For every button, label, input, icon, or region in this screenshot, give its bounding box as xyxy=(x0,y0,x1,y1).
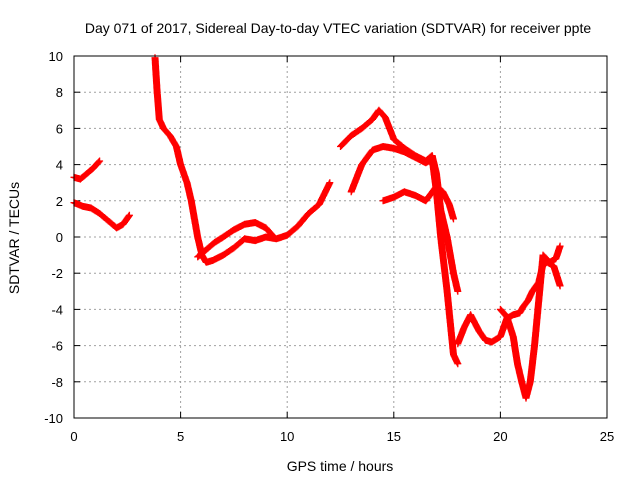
chart-title: Day 071 of 2017, Sidereal Day-to-day VTE… xyxy=(85,20,592,36)
y-tick-label: 6 xyxy=(56,121,63,136)
y-tick-label: -6 xyxy=(51,339,63,354)
y-tick-label: 2 xyxy=(56,194,63,209)
data-marks xyxy=(70,54,564,402)
series-3 xyxy=(194,219,276,261)
series-2-points xyxy=(151,54,334,266)
y-tick-label: -4 xyxy=(51,302,63,317)
y-tick-label: -10 xyxy=(44,411,63,426)
x-tick-label: 25 xyxy=(600,429,614,444)
series-2 xyxy=(151,54,334,266)
x-tick-label: 15 xyxy=(387,429,401,444)
series-8 xyxy=(496,242,564,402)
series-6 xyxy=(379,182,457,223)
y-tick-label: -8 xyxy=(51,375,63,390)
y-tick-label: -2 xyxy=(51,266,63,281)
series-5-points xyxy=(347,143,462,368)
series-6-points xyxy=(379,182,457,223)
y-tick-label: 8 xyxy=(56,85,63,100)
y-tick-label: 0 xyxy=(56,230,63,245)
x-tick-label: 5 xyxy=(177,429,184,444)
y-tick-label: 10 xyxy=(49,49,63,64)
series-3-points xyxy=(194,219,276,261)
x-tick-label: 10 xyxy=(280,429,294,444)
series-0-points xyxy=(70,157,104,183)
series-8-points xyxy=(496,242,564,402)
grid xyxy=(74,56,607,418)
series-0 xyxy=(70,157,104,183)
series-1 xyxy=(70,199,133,232)
plot-frame xyxy=(73,55,608,419)
x-tick-label: 0 xyxy=(70,429,77,444)
y-axis-label: SDTVAR / TECUs xyxy=(6,182,22,294)
x-axis-label: GPS time / hours xyxy=(287,458,394,474)
series-5 xyxy=(347,143,462,368)
x-tick-label: 20 xyxy=(493,429,507,444)
y-tick-label: 4 xyxy=(56,158,63,173)
series-1-points xyxy=(70,199,133,232)
